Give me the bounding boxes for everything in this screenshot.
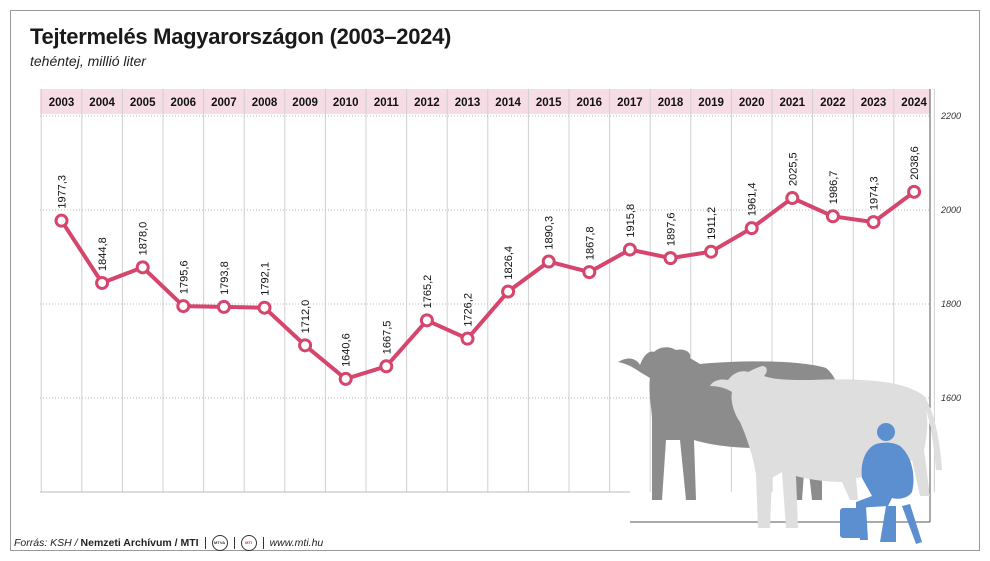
data-point [379,359,394,374]
value-label: 1915,8 [625,204,637,238]
year-label: 2011 [374,97,400,109]
website-link[interactable]: www.mti.hu [269,537,324,549]
source-text: Forrás: KSH / Nemzeti Archívum / MTI [14,537,199,549]
series-line [59,190,916,381]
data-point [257,300,272,315]
farmer-icon [840,423,922,544]
year-label: 2019 [698,97,724,109]
data-point [622,242,637,257]
data-point [216,299,231,314]
data-points [54,184,922,386]
year-label: 2009 [292,97,318,109]
year-label: 2008 [252,97,278,109]
year-label: 2016 [577,97,603,109]
footer-separator [204,537,206,549]
year-label: 2013 [455,97,481,109]
y-tick-label: 2000 [940,205,961,215]
chart-title: Tejtermelés Magyarországon (2003–2024) [30,24,452,49]
data-point [866,215,881,230]
value-label: 2025,5 [787,152,799,186]
value-label: 1961,4 [747,182,759,216]
year-label: 2012 [414,97,440,109]
data-point [298,338,313,353]
year-label: 2005 [130,97,156,109]
data-point [744,221,759,236]
year-label: 2014 [495,97,521,109]
data-point [582,265,597,280]
value-label: 1974,3 [869,176,881,210]
data-point [54,213,69,228]
data-point [135,260,150,275]
year-header-band [40,89,930,114]
year-label: 2024 [901,97,927,109]
value-label: 1712,0 [300,300,312,334]
value-label: 1726,2 [463,293,475,327]
value-label: 1986,7 [828,171,840,205]
value-label: 1844,8 [97,237,109,271]
y-tick-label: 1800 [941,299,961,309]
value-label: 1890,3 [544,216,556,250]
data-point [419,313,434,328]
source-bold: Nemzeti Archívum / MTI [80,537,199,549]
data-point [704,244,719,259]
data-point [541,254,556,269]
year-label: 2021 [780,97,806,109]
data-point [95,275,110,290]
source-prefix: Forrás: KSH / [14,537,81,549]
year-label: 2010 [333,97,359,109]
value-label: 1640,6 [341,333,353,367]
year-label: 2004 [89,97,115,109]
value-label: 1792,1 [260,262,272,296]
value-label: 1765,2 [422,275,434,309]
year-label: 2023 [861,97,887,109]
y-tick-label: 2200 [940,111,961,121]
value-label: 1977,3 [57,175,69,209]
year-label: 2017 [617,97,643,109]
year-labels: 2003 2004 2005 2006 2007 2008 2009 2010 2011 2012… [49,97,928,109]
mti-logo-icon: MTI [240,535,257,551]
value-label: 1911,2 [706,207,718,240]
chart-subtitle: tehéntej, millió liter [30,53,146,69]
series-line-layer [59,190,916,381]
data-point [825,209,840,224]
value-labels: 1977,3 1844,8 1878,0 1795,6 1793,8 1792,1 1712… [57,146,922,367]
data-point [663,251,678,266]
year-label: 2003 [49,97,75,109]
data-point [176,299,191,314]
value-label: 1667,5 [381,321,393,355]
year-label: 2015 [536,97,562,109]
value-label: 1897,6 [666,212,678,246]
data-point [907,184,922,199]
data-point [460,331,475,346]
year-label: 2020 [739,97,765,109]
footer-separator [262,537,264,549]
value-label: 2038,6 [909,146,921,180]
y-tick-labels: 2200 2000 1800 1600 [940,111,961,403]
value-label: 1793,8 [219,261,231,295]
light-cow-icon [710,366,942,528]
year-label: 2006 [171,97,197,109]
value-label: 1826,4 [503,246,515,280]
data-point [338,371,353,386]
year-label: 2018 [658,97,684,109]
value-label: 1878,0 [138,222,150,256]
year-label: 2022 [820,97,846,109]
data-point [785,191,800,206]
data-point [501,284,516,299]
mtva-logo-icon: MTVA [211,535,228,551]
year-label: 2007 [211,97,237,109]
y-tick-label: 1600 [941,393,961,403]
footer-separator [233,537,235,549]
value-label: 1795,6 [178,260,190,294]
footer: Forrás: KSH / Nemzeti Archívum / MTI MTV… [14,535,323,551]
value-label: 1867,8 [584,226,596,260]
cows-illustration [618,347,942,544]
